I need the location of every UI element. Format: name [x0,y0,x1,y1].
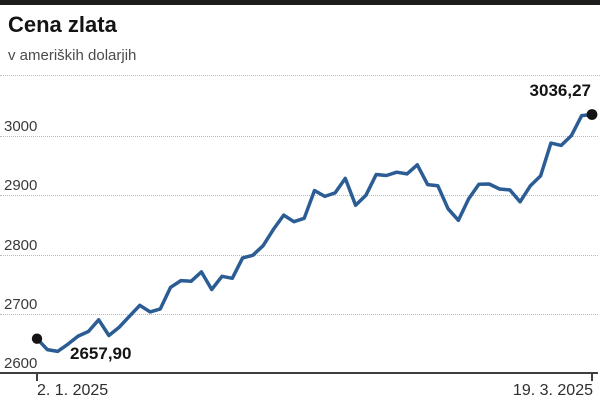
x-axis-label-start: 2. 1. 2025 [37,382,109,399]
end-value-label: 3036,27 [529,81,591,100]
y-tick-label-2600: 2600 [4,355,38,372]
y-tick-label-2700: 2700 [4,295,38,313]
chart-title: Cena zlata [8,12,117,37]
top-rule [0,0,600,5]
y-tick-label-3000: 3000 [4,118,38,135]
gridline-2900 [0,195,598,197]
end-point-dot [586,109,598,120]
y-tick-label-2800: 2800 [4,236,38,254]
x-axis-tick-end [591,374,593,381]
gridline-3000 [0,136,598,137]
gridline-2800 [0,254,598,256]
x-axis-tick-start [36,374,38,381]
y-tick-label-2900: 2900 [4,177,38,195]
start-point-dot [31,333,43,344]
gridline-2700 [0,313,598,315]
chart-subtitle: v ameriških dolarjih [8,47,137,64]
x-axis-label-end: 19. 3. 2025 [512,382,593,399]
start-value-label: 2657,90 [70,344,132,363]
price-line [35,112,594,354]
header-separator [0,75,600,76]
x-axis-line [0,372,598,374]
